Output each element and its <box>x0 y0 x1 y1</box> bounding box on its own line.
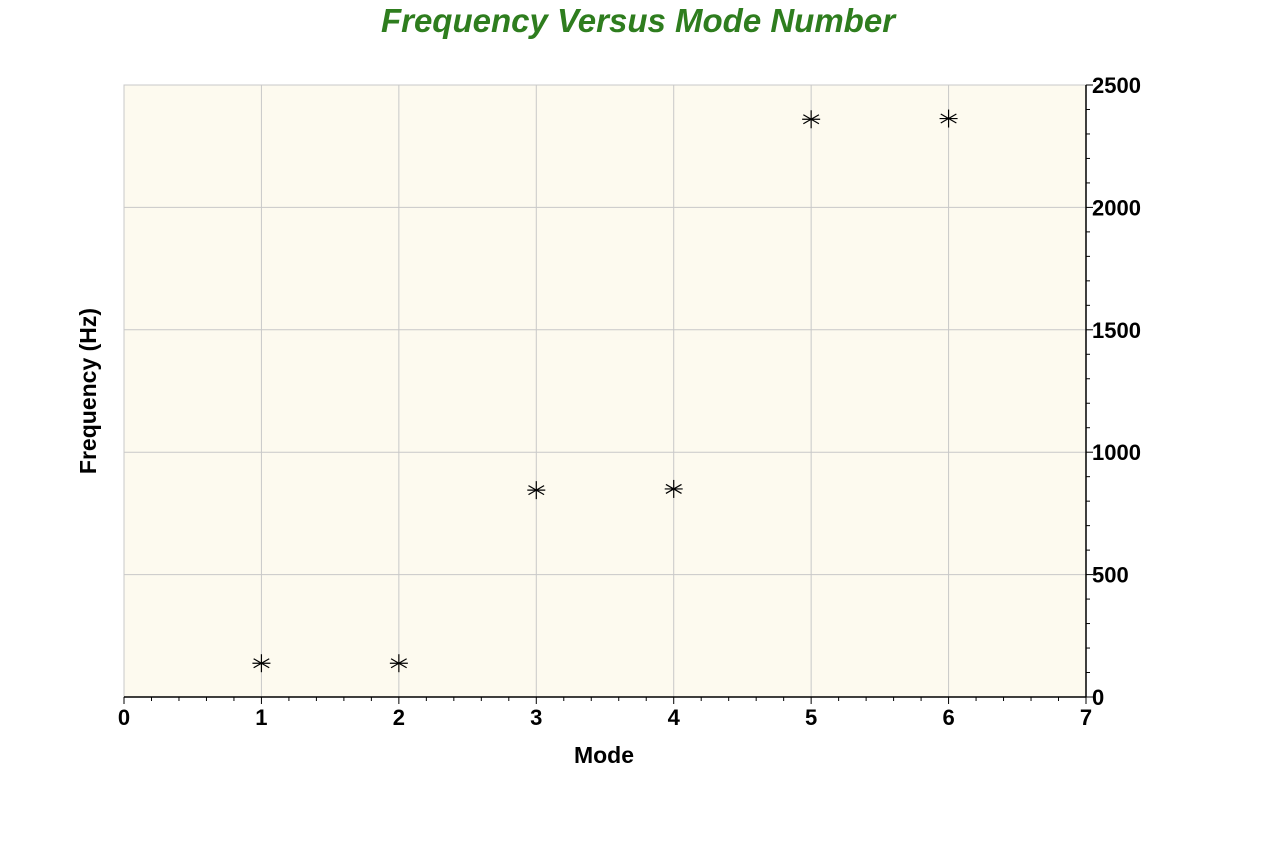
y-tick-label: 0 <box>1092 685 1104 710</box>
y-tick-label: 2000 <box>1092 195 1141 220</box>
data-point <box>664 479 683 498</box>
y-tick-label: 1500 <box>1092 318 1141 343</box>
x-tick-label: 5 <box>805 705 817 730</box>
x-tick-label: 1 <box>255 705 267 730</box>
x-axis-label: Mode <box>574 742 634 768</box>
data-point <box>252 654 271 673</box>
x-tick-labels: 0 1 2 3 4 5 6 7 <box>118 705 1092 730</box>
chart-title: Frequency Versus Mode Number <box>380 2 896 39</box>
x-tick-label: 4 <box>668 705 681 730</box>
x-tick-label: 7 <box>1080 705 1092 730</box>
data-point <box>527 481 546 500</box>
data-point <box>389 654 408 673</box>
y-tick-label: 1000 <box>1092 440 1141 465</box>
y-tick-labels: 0 500 1000 1500 2000 2500 <box>1092 73 1141 710</box>
x-tick-label: 3 <box>530 705 542 730</box>
plot-area <box>123 84 1087 698</box>
grid-lines <box>124 85 1086 697</box>
data-points <box>252 109 958 673</box>
data-point <box>802 110 821 129</box>
y-axis-label: Frequency (Hz) <box>75 308 101 474</box>
y-tick-label: 500 <box>1092 563 1129 588</box>
data-point <box>939 109 958 128</box>
x-tick-label: 0 <box>118 705 130 730</box>
x-tick-label: 2 <box>393 705 405 730</box>
y-tick-label: 2500 <box>1092 73 1141 98</box>
axes <box>124 85 1087 698</box>
x-tick-label: 6 <box>942 705 954 730</box>
